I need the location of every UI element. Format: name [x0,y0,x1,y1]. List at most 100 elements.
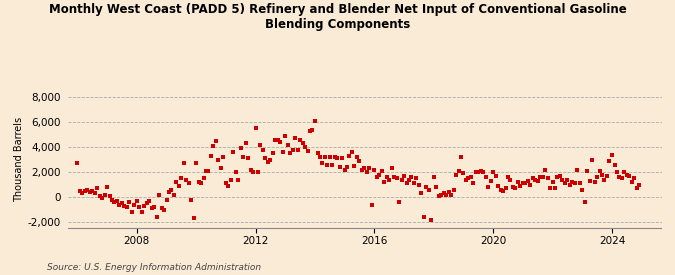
Point [453,169,464,173]
Point [354,159,364,163]
Point [198,176,209,180]
Point [369,167,380,172]
Point [196,181,207,185]
Point [629,176,640,180]
Point [124,200,135,204]
Point [327,162,338,167]
Point [570,181,580,185]
Point [104,194,115,198]
Point [200,169,211,173]
Point [389,175,400,179]
Point [466,175,477,179]
Point [263,160,273,164]
Point [84,190,95,194]
Point [223,183,234,188]
Point [475,169,486,173]
Point [503,175,514,179]
Point [80,189,90,194]
Point [384,177,395,182]
Point [252,170,263,174]
Point [401,181,412,185]
Point [141,201,152,205]
Point [522,178,533,183]
Point [208,144,219,148]
Point [151,215,162,219]
Point [460,177,471,182]
Point [418,215,429,219]
Point [433,194,444,198]
Point [255,142,266,147]
Point [159,207,169,212]
Point [181,177,192,182]
Point [443,190,454,194]
Point [537,175,548,179]
Point [102,185,113,189]
Point [126,210,137,214]
Point [340,167,350,172]
Point [594,169,605,173]
Point [332,156,343,160]
Point [356,167,367,172]
Point [367,202,377,207]
Point [317,161,328,166]
Point [406,175,417,179]
Point [631,186,642,191]
Point [542,176,553,180]
Point [329,155,340,159]
Point [218,155,229,159]
Point [107,197,117,202]
Point [139,204,150,208]
Point [572,167,583,172]
Point [505,177,516,182]
Point [374,172,385,177]
Point [601,174,612,178]
Point [560,181,570,185]
Point [547,180,558,184]
Point [488,170,499,174]
Point [493,183,504,188]
Point [230,170,241,174]
Point [114,202,125,207]
Point [421,185,432,189]
Point [109,200,120,204]
Point [233,177,244,182]
Point [512,180,523,184]
Point [312,151,323,155]
Point [248,170,259,174]
Point [352,155,362,159]
Point [591,175,602,179]
Point [497,189,508,193]
Point [438,191,449,196]
Point [119,204,130,208]
Point [292,147,303,152]
Point [364,166,375,170]
Point [597,172,608,177]
Point [533,178,543,183]
Point [404,177,414,182]
Point [136,210,147,214]
Point [589,180,600,184]
Point [277,150,288,154]
Point [436,192,447,197]
Point [510,186,521,191]
Point [634,182,645,187]
Point [520,181,531,185]
Point [171,180,182,184]
Point [626,180,637,184]
Point [245,167,256,172]
Point [458,171,469,175]
Point [545,186,556,191]
Point [585,178,595,183]
Point [429,175,439,179]
Point [240,141,251,145]
Point [191,161,202,166]
Point [161,197,172,202]
Point [408,181,419,185]
Point [347,150,358,154]
Point [342,165,352,169]
Point [186,197,196,202]
Point [72,161,83,166]
Point [116,201,127,205]
Point [304,128,315,133]
Point [441,192,452,197]
